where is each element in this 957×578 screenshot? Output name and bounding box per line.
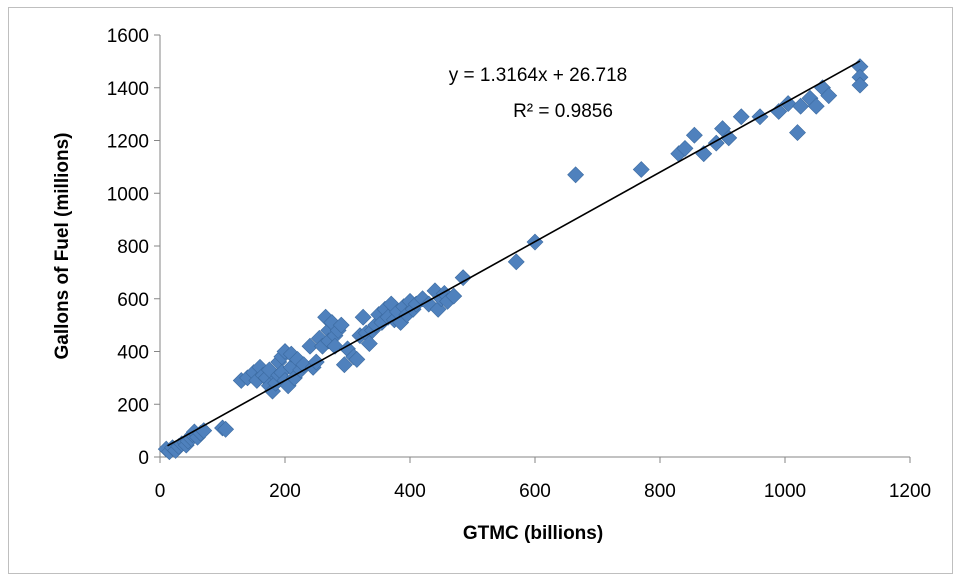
axes: 0 200 400 600 800 1000 1200 1400 1600 0 200 400 600 8… [107, 26, 931, 502]
y-tick-label: 0 [138, 448, 149, 469]
x-tick-label: 800 [644, 481, 676, 502]
y-axis-title: Gallons of Fuel (millions) [52, 133, 73, 360]
data-point [454, 269, 472, 287]
y-tick-label: 1000 [107, 184, 149, 205]
data-point [732, 108, 750, 126]
data-point [685, 126, 703, 144]
y-tick-label: 200 [117, 395, 149, 416]
data-point [360, 335, 378, 353]
y-tick-label: 800 [117, 237, 149, 258]
data-point [820, 87, 838, 105]
data-point [792, 97, 810, 115]
trendline [167, 60, 861, 447]
data-point [301, 337, 319, 355]
data-point [807, 97, 825, 115]
data-point [707, 134, 725, 152]
data-point [282, 345, 300, 363]
x-tick-label: 200 [269, 481, 301, 502]
data-point [507, 253, 525, 271]
y-tick-label: 1400 [107, 79, 149, 100]
data-points [157, 58, 869, 461]
x-tick-label: 1000 [764, 481, 806, 502]
data-point [354, 308, 372, 326]
chart-area [8, 7, 953, 574]
data-point [851, 76, 869, 94]
x-tick-label: 600 [519, 481, 551, 502]
data-point [445, 287, 463, 305]
y-tick-label: 1200 [107, 132, 149, 153]
data-point [720, 129, 738, 147]
data-point [676, 139, 694, 157]
y-tick-label: 600 [117, 290, 149, 311]
y-tick-label: 1600 [107, 26, 149, 47]
data-point [348, 350, 366, 368]
x-axis-title: GTMC (billions) [463, 523, 603, 544]
data-point [217, 420, 235, 438]
y-tick-label: 400 [117, 343, 149, 364]
trendline-equation: y = 1.3164x + 26.718 [449, 65, 628, 86]
data-point [567, 166, 585, 184]
x-tick-label: 0 [155, 481, 166, 502]
x-tick-label: 1200 [889, 481, 931, 502]
data-point [789, 124, 806, 142]
data-point [332, 316, 350, 334]
data-point [632, 161, 650, 178]
data-point [335, 356, 353, 374]
trendline-layer [167, 60, 861, 447]
x-tick-label: 400 [394, 481, 426, 502]
r-squared-label: R² = 0.9856 [513, 101, 613, 122]
